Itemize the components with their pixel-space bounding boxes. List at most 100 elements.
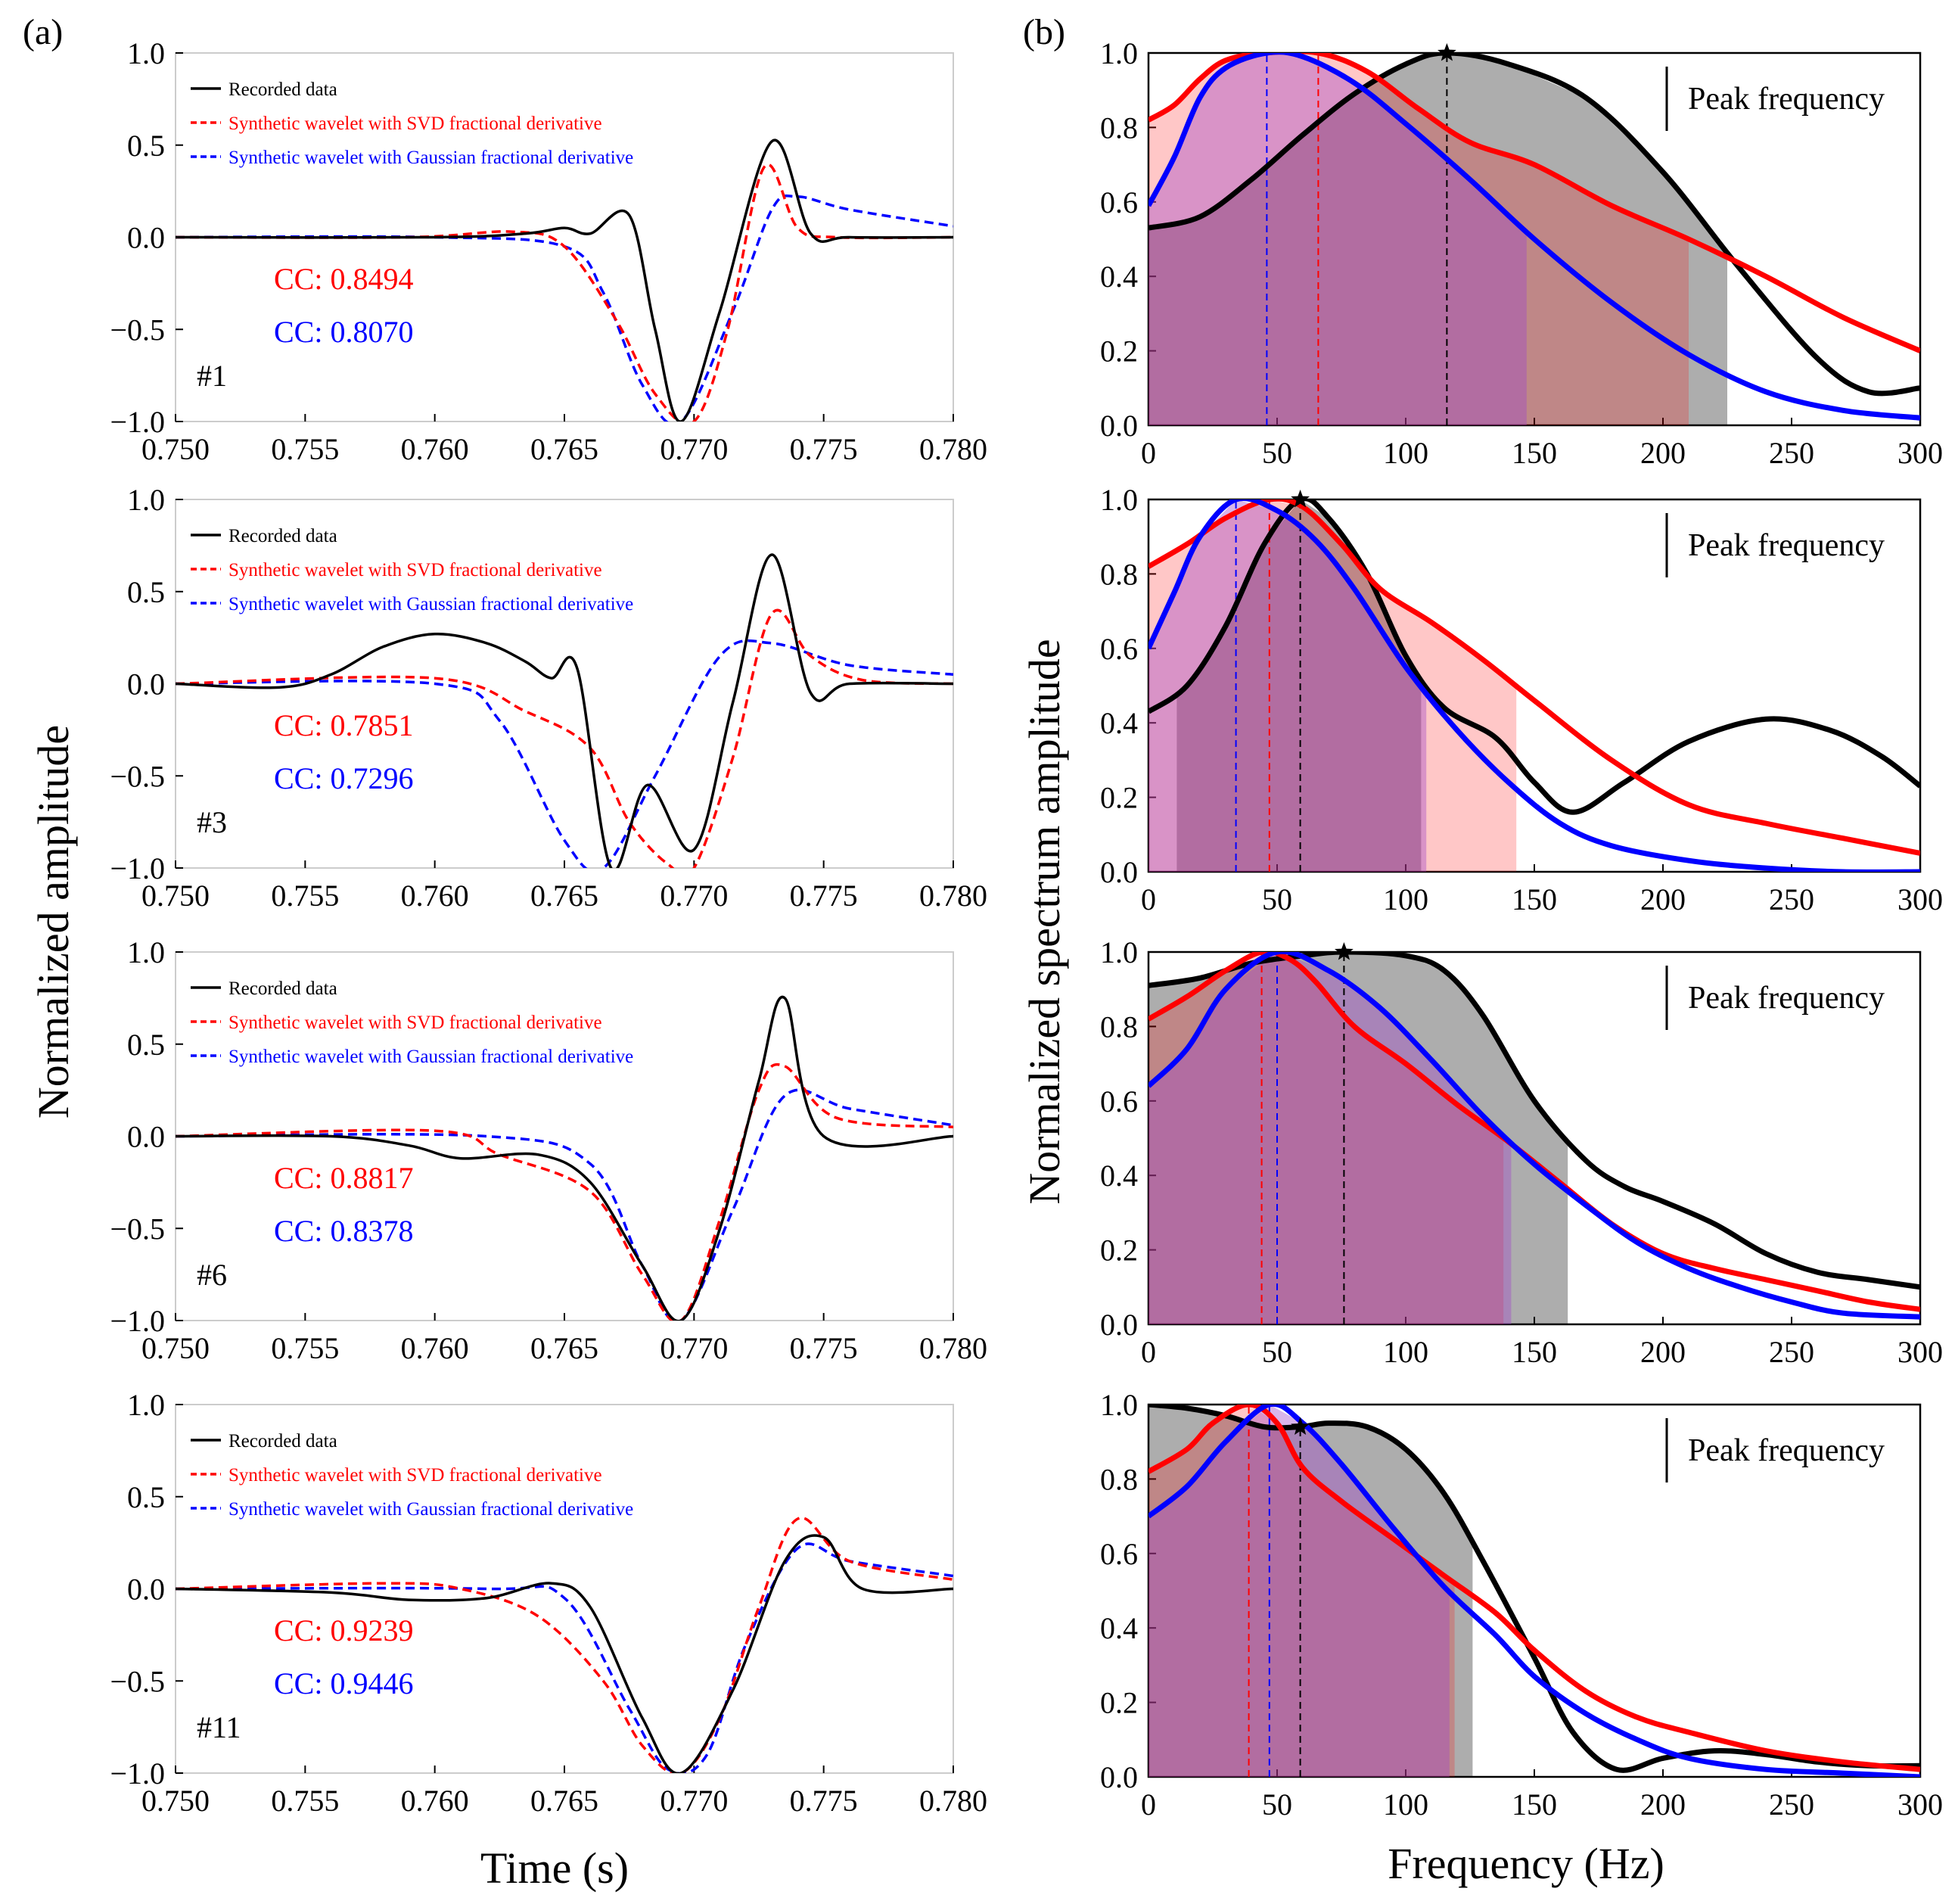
- x-tick-label: 0.775: [790, 432, 858, 466]
- x-tick-label: 0.750: [141, 432, 210, 466]
- peak-star-marker: [1291, 1417, 1310, 1435]
- x-tick-label: 50: [1262, 436, 1292, 470]
- x-tick-label: 0.775: [790, 1784, 858, 1818]
- peak-star-marker: [1438, 43, 1456, 61]
- y-tick-label: 0.5: [127, 1028, 165, 1062]
- x-tick-label: 0.770: [660, 1331, 728, 1365]
- x-tick-label: 50: [1262, 882, 1292, 916]
- y-tick-label: 0.5: [127, 129, 165, 163]
- y-tick-label: 0.4: [1100, 706, 1138, 740]
- legend-gauss-label: Synthetic wavelet with Gaussian fraction…: [228, 1047, 633, 1067]
- svd-band: [1148, 1405, 1455, 1777]
- y-tick-label: 0.2: [1100, 781, 1138, 815]
- trace-label: #11: [197, 1710, 241, 1744]
- y-tick-label: 1.0: [127, 935, 165, 969]
- x-tick-label: 200: [1640, 1335, 1686, 1369]
- gauss-band: [1148, 499, 1427, 872]
- y-tick-label: −1.0: [110, 1756, 165, 1790]
- svd-curve: [1148, 1405, 1920, 1772]
- y-tick-label: −0.5: [110, 1212, 165, 1246]
- x-tick-label: 0.780: [919, 1331, 987, 1365]
- plots-container: 0.750 0.755 0.760 0.765 0.770 0.775 0.780 1.0 0.…: [110, 36, 1943, 1822]
- y-tick-label: 0.8: [1100, 1462, 1138, 1496]
- x-tick-label: 200: [1640, 882, 1686, 916]
- cc-svd-value: CC: 0.8494: [274, 262, 413, 296]
- recorded-curve: [1148, 53, 1920, 397]
- x-tick-label: 0.760: [401, 1331, 469, 1365]
- legend-svd-label: Synthetic wavelet with SVD fractional de…: [228, 1465, 602, 1486]
- x-tick-label: 100: [1383, 1787, 1428, 1822]
- legend-svd-label: Synthetic wavelet with SVD fractional de…: [228, 560, 602, 580]
- cc-gauss-value: CC: 0.8378: [274, 1214, 413, 1248]
- x-tick-label: 200: [1640, 436, 1686, 470]
- x-tick-label: 200: [1640, 1787, 1686, 1822]
- y-tick-label: 1.0: [127, 36, 165, 70]
- y-tick-label: 1.0: [1100, 36, 1138, 70]
- gauss-band: [1148, 952, 1512, 1324]
- chart-6: 0 50 100 150 200 250 300 1.0 0.8 0.6 0.4 0.2 0.0 Peak…: [1100, 483, 1943, 916]
- x-tick-label: 150: [1512, 1335, 1557, 1369]
- legend-recorded-label: Recorded data: [228, 1431, 337, 1451]
- y-tick-label: 0.0: [1100, 1760, 1138, 1794]
- x-tick-label: 0.780: [919, 879, 987, 913]
- y-tick-label: 0.0: [127, 667, 165, 702]
- y-tick-label: 0.5: [127, 1480, 165, 1514]
- cc-svd-value: CC: 0.8817: [274, 1161, 413, 1195]
- y-tick-label: 1.0: [1100, 935, 1138, 969]
- y-axis-label-amplitude: Normalized amplitude: [29, 725, 78, 1118]
- plot-area: [176, 995, 953, 1321]
- x-tick-label: 150: [1512, 1787, 1557, 1822]
- x-tick-label: 0.760: [401, 432, 469, 466]
- x-tick-label: 0.750: [141, 879, 210, 913]
- y-tick-label: 0.0: [1100, 855, 1138, 889]
- plot-frame: [175, 499, 954, 869]
- x-tick-label: 300: [1898, 1335, 1943, 1369]
- chart-7: 0 50 100 150 200 250 300 1.0 0.8 0.6 0.4 0.2 0.0 Peak…: [1100, 935, 1943, 1369]
- x-tick-label: 0.755: [271, 879, 339, 913]
- x-tick-label: 0.765: [530, 1784, 598, 1818]
- x-tick-label: 100: [1383, 882, 1428, 916]
- plot-area: [1148, 499, 1920, 872]
- x-tick-label: 0.770: [660, 1784, 728, 1818]
- legend-recorded-label: Recorded data: [228, 79, 337, 100]
- peak-star-marker: [1335, 942, 1354, 960]
- legend-peak-label: Peak frequency: [1688, 82, 1885, 117]
- y-tick-label: 0.8: [1100, 557, 1138, 591]
- recorded-band: [1148, 952, 1568, 1324]
- gauss-curve: [1148, 1405, 1920, 1777]
- chart-4: 0.750 0.755 0.760 0.765 0.770 0.775 0.780 1.0 0.…: [110, 1388, 987, 1818]
- legend-peak-label: Peak frequency: [1688, 528, 1885, 563]
- x-tick-label: 0.765: [530, 432, 598, 466]
- x-tick-label: 250: [1769, 1335, 1814, 1369]
- x-tick-label: 50: [1262, 1335, 1292, 1369]
- y-tick-label: −0.5: [110, 759, 165, 793]
- y-tick-label: 0.0: [127, 1120, 165, 1154]
- gauss-band: [1148, 53, 1527, 425]
- y-tick-label: 0.0: [1100, 1308, 1138, 1342]
- y-tick-label: 1.0: [1100, 1388, 1138, 1422]
- x-tick-label: 0.750: [141, 1784, 210, 1818]
- x-tick-label: 50: [1262, 1787, 1292, 1822]
- y-tick-label: −0.5: [110, 1664, 165, 1698]
- x-tick-label: 0.775: [790, 1331, 858, 1365]
- y-tick-label: 0.0: [127, 221, 165, 255]
- y-tick-label: 0.5: [127, 575, 165, 609]
- legend-peak-label: Peak frequency: [1688, 1433, 1885, 1468]
- chart-1: 0.750 0.755 0.760 0.765 0.770 0.775 0.780 1.0 0.…: [110, 36, 987, 466]
- x-tick-label: 0.755: [271, 432, 339, 466]
- plot-frame: [1147, 498, 1922, 873]
- x-tick-label: 0.770: [660, 879, 728, 913]
- legend-recorded-label: Recorded data: [228, 526, 337, 546]
- chart-5: 0 50 100 150 200 250 300 1.0 0.8 0.6 0.4 0.2 0.0 Peak…: [1100, 36, 1943, 470]
- svd-curve: [176, 163, 953, 422]
- plot-area: [176, 138, 953, 422]
- y-tick-label: 0.2: [1100, 1234, 1138, 1268]
- y-tick-label: 0.6: [1100, 1084, 1138, 1118]
- y-tick-label: 1.0: [127, 483, 165, 517]
- x-tick-label: 0.755: [271, 1784, 339, 1818]
- cc-gauss-value: CC: 0.9446: [274, 1666, 413, 1700]
- legend-recorded-label: Recorded data: [228, 978, 337, 999]
- x-tick-label: 100: [1383, 1335, 1428, 1369]
- y-tick-label: 1.0: [1100, 483, 1138, 517]
- svd-curve: [176, 608, 953, 868]
